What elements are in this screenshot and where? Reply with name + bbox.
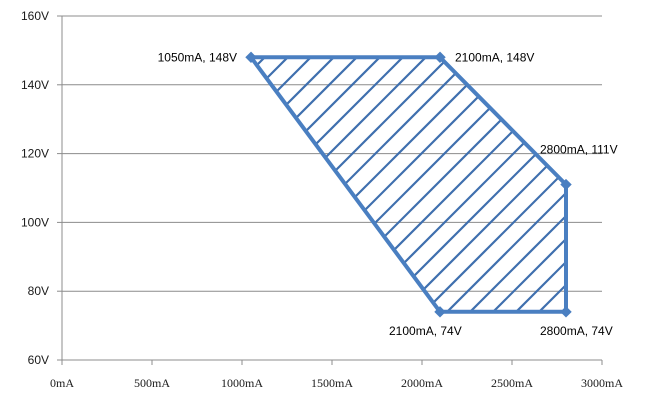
hatch-line <box>0 0 92 398</box>
hatch-line <box>0 0 138 398</box>
x-tick-label: 3000mA <box>581 376 623 390</box>
data-label: 2800mA, 111V <box>540 143 618 157</box>
tick-labels: 60V 80V 100V 120V 140V 160V 0mA 500mA 1000mA 1500… <box>21 9 623 390</box>
data-label: 1050mA, 148V <box>158 50 237 64</box>
gridlines <box>62 15 602 292</box>
hatch-line <box>251 57 566 312</box>
hatch-line <box>0 0 46 398</box>
data-point <box>245 51 257 63</box>
hatch-line <box>251 57 346 312</box>
hatch-line <box>251 57 415 312</box>
hatch-line <box>0 0 115 398</box>
hatch-line <box>565 57 566 312</box>
hatch-line <box>589 0 651 398</box>
hatch-line <box>266 57 566 312</box>
data-point <box>434 51 446 63</box>
hatch-line <box>0 0 69 398</box>
y-tick-label: 80V <box>28 284 49 298</box>
x-tick-label: 2500mA <box>491 376 533 390</box>
data-label: 2800mA, 74V <box>540 324 613 338</box>
hatch-line <box>358 57 566 312</box>
data-point <box>560 306 572 318</box>
axes <box>57 15 603 365</box>
data-label: 2100mA, 74V <box>389 324 462 338</box>
hatch-line <box>335 57 566 312</box>
series-outline <box>249 55 568 314</box>
data-labels: 1050mA, 148V 2100mA, 148V 2800mA, 111V 2800… <box>158 50 618 338</box>
hatch-line <box>612 0 651 398</box>
hatch-line <box>251 57 392 312</box>
y-tick-label: 60V <box>28 353 49 367</box>
region-outline <box>249 55 568 314</box>
y-tick-label: 120V <box>21 147 49 161</box>
hatch-line <box>312 57 566 312</box>
x-tick-label: 0mA <box>50 376 74 390</box>
x-tick-label: 2000mA <box>401 376 443 390</box>
data-markers <box>245 51 572 318</box>
hatch-line <box>519 57 566 312</box>
hatch-line <box>0 0 161 398</box>
data-label: 2100mA, 148V <box>455 50 534 64</box>
hatch-line <box>251 57 369 312</box>
hatch-line <box>635 0 651 398</box>
data-point <box>434 306 446 318</box>
hatch-line <box>251 57 438 312</box>
y-tick-label: 160V <box>21 9 49 23</box>
hatch-line <box>289 57 566 312</box>
x-tick-label: 1500mA <box>311 376 353 390</box>
y-tick-label: 100V <box>21 215 49 229</box>
y-tick-label: 140V <box>21 78 49 92</box>
x-tick-label: 1000mA <box>221 376 263 390</box>
data-point <box>560 178 572 191</box>
hatch-line <box>0 0 23 398</box>
hatch-line <box>0 0 184 398</box>
x-tick-label: 500mA <box>134 376 170 390</box>
